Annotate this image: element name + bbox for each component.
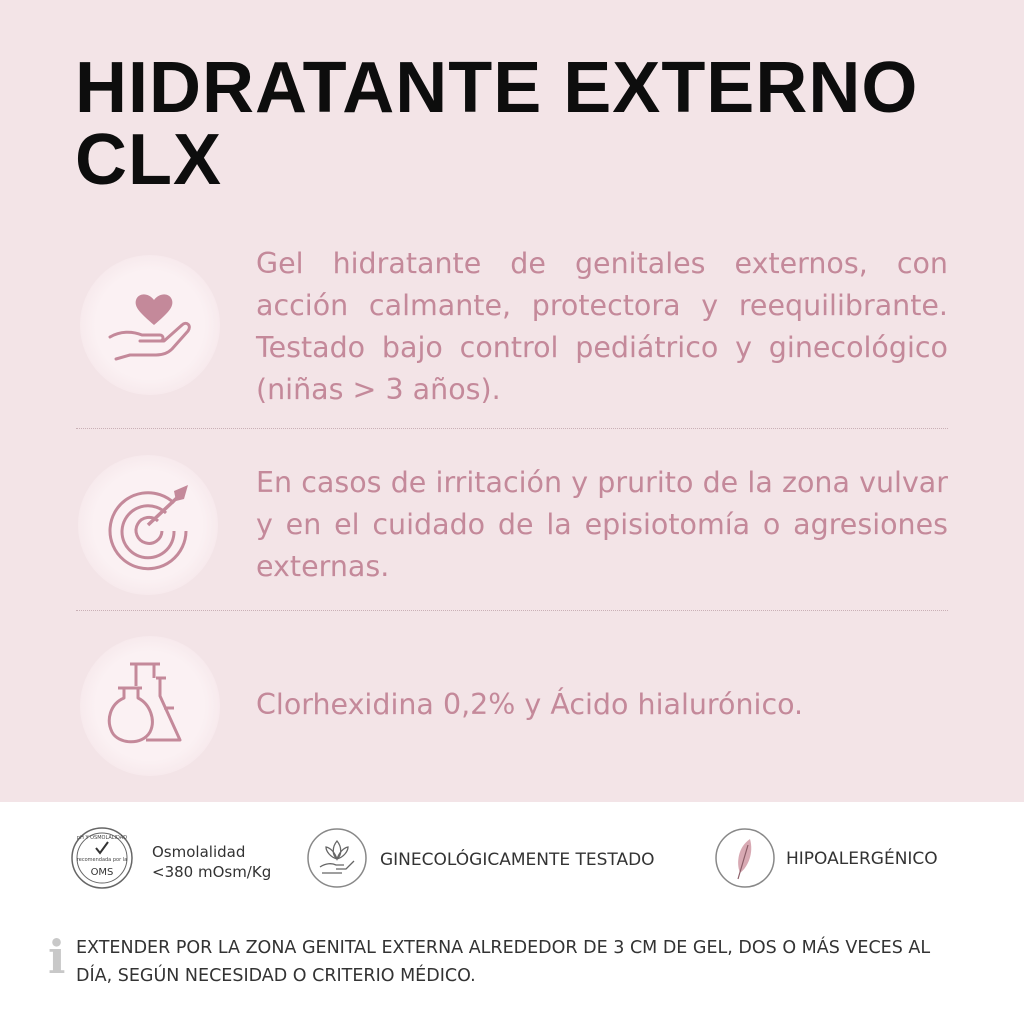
flask-icon: [80, 636, 220, 776]
seal-text: pH Y OSMOLALIDAD: [77, 835, 127, 841]
feature-text: Gel hidratante de genitales externos, co…: [256, 247, 948, 406]
badge-label-line: Osmolalidad: [152, 843, 246, 861]
info-icon: i: [48, 930, 66, 984]
seal-text: recomendada por la: [77, 857, 127, 863]
feature-text: Clorhexidina 0,2% y Ácido hialurónico.: [256, 688, 804, 721]
badge-label: Osmolalidad <380 mOsm/Kg: [152, 842, 271, 882]
feather-icon: [715, 828, 775, 888]
lotus-icon: [307, 828, 367, 888]
seal-text: OMS: [91, 867, 114, 878]
separator: [76, 428, 948, 429]
product-title: HIDRATANTE EXTERNO CLX: [75, 48, 919, 200]
badge-label: HIPOALERGÉNICO: [786, 849, 938, 869]
separator: [76, 610, 948, 611]
feature-text: En casos de irritación y prurito de la z…: [256, 466, 948, 583]
badge-label-line: <380 mOsm/Kg: [152, 863, 272, 881]
badge-label: GINECOLÓGICAMENTE TESTADO: [380, 850, 655, 870]
target-icon: [78, 455, 218, 595]
oms-seal: pH Y OSMOLALIDAD recomendada por la OMS: [71, 827, 133, 889]
instructions: EXTENDER POR LA ZONA GENITAL EXTERNA ALR…: [76, 938, 931, 986]
hero-panel: HIDRATANTE EXTERNO CLX Gel hidratante de…: [0, 0, 1024, 802]
care-icon: [80, 255, 220, 395]
